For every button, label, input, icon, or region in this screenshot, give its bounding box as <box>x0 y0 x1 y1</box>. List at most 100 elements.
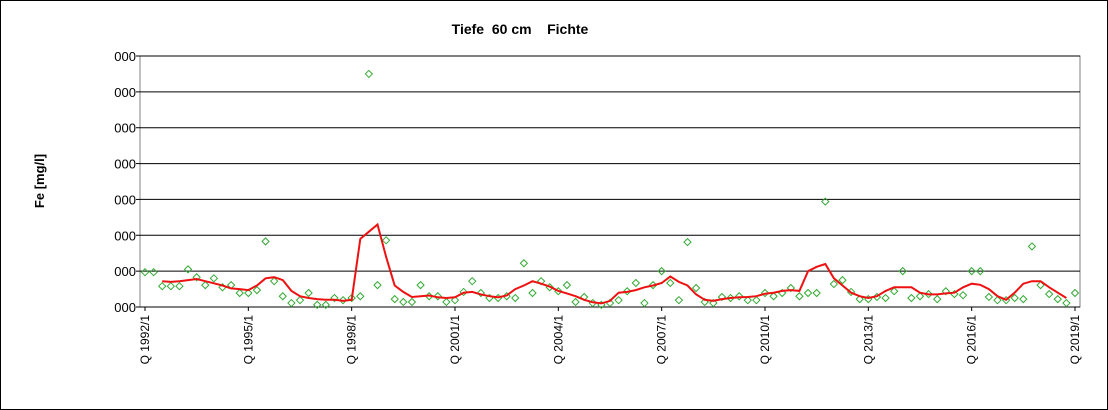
data-point <box>734 292 744 301</box>
data-point <box>287 298 296 308</box>
data-point <box>915 292 925 301</box>
y-tick-label: 000 <box>114 228 136 243</box>
data-point <box>829 279 839 289</box>
chart-title: Tiefe 60 cm Fichte <box>452 21 589 37</box>
y-tick-label: 000 <box>114 85 136 100</box>
data-point <box>976 266 985 276</box>
x-tick-label: Q 1998/1 <box>345 315 359 365</box>
data-point <box>760 288 770 298</box>
data-point <box>907 293 916 303</box>
x-tick-label: Q 2004/1 <box>551 315 565 365</box>
data-point <box>192 273 201 282</box>
data-point <box>209 274 219 283</box>
data-point <box>838 275 847 285</box>
data-point <box>614 295 623 305</box>
data-point <box>149 268 158 277</box>
data-point <box>855 294 864 304</box>
x-tick-label: Q 2007/1 <box>655 315 669 365</box>
data-point <box>967 266 976 276</box>
data-point <box>166 281 176 291</box>
data-point <box>390 294 399 304</box>
data-point <box>812 288 821 298</box>
data-point <box>881 293 890 303</box>
data-point <box>140 268 150 277</box>
data-point <box>313 300 322 310</box>
data-point <box>244 288 253 298</box>
data-point <box>433 292 442 301</box>
x-tick-label: Q 2010/1 <box>758 315 772 365</box>
series-line <box>162 222 1067 305</box>
x-tick-label: Q 1995/1 <box>241 315 255 365</box>
data-point <box>304 288 313 298</box>
data-point <box>175 281 184 291</box>
data-point <box>373 280 382 290</box>
data-point <box>1019 294 1028 304</box>
data-point <box>261 237 270 246</box>
data-point <box>683 237 692 247</box>
data-point <box>407 297 417 307</box>
data-point <box>941 287 951 296</box>
data-point <box>993 295 1002 305</box>
data-point <box>571 297 580 307</box>
data-point <box>399 297 408 307</box>
data-point <box>1044 289 1054 299</box>
x-tick-label: Q 2019/1 <box>1068 315 1082 365</box>
data-point <box>795 292 804 301</box>
y-tick-label: 000 <box>114 192 136 207</box>
data-point <box>468 276 477 286</box>
data-point <box>338 295 348 305</box>
data-point <box>623 287 632 296</box>
data-point <box>364 69 374 79</box>
data-point <box>743 295 752 305</box>
data-point <box>803 288 813 298</box>
data-point <box>511 293 520 303</box>
data-point <box>1053 294 1062 304</box>
y-tick-label: 000 <box>114 121 136 136</box>
data-point <box>356 292 365 301</box>
data-point <box>459 287 468 297</box>
plot-area <box>139 55 1081 308</box>
data-point <box>476 288 486 298</box>
x-tick-label: Q 1992/1 <box>138 315 152 365</box>
data-point <box>528 288 537 298</box>
x-tick-label: Q 2001/1 <box>448 315 462 365</box>
data-point <box>674 295 684 305</box>
data-point <box>183 265 193 274</box>
data-point <box>666 278 675 288</box>
data-point <box>1062 298 1071 308</box>
y-tick-label: 000 <box>114 157 136 172</box>
data-point <box>442 297 451 307</box>
data-point <box>769 292 778 301</box>
data-point <box>889 287 899 296</box>
data-point <box>958 290 968 300</box>
data-point <box>657 266 666 276</box>
data-point <box>235 288 244 298</box>
data-point <box>709 298 718 308</box>
data-point <box>752 295 761 305</box>
data-point <box>295 295 305 305</box>
data-point <box>519 259 529 268</box>
data-point <box>278 292 287 301</box>
y-tick-label: 000 <box>114 300 136 315</box>
data-point <box>898 266 907 276</box>
data-point <box>984 292 994 302</box>
x-tick-label: Q 2013/1 <box>861 315 875 365</box>
data-point <box>821 197 830 206</box>
data-point <box>786 283 796 293</box>
data-point <box>201 280 210 290</box>
y-tick-label: 000 <box>114 264 136 279</box>
data-point <box>252 285 262 295</box>
data-point <box>416 280 425 290</box>
data-point <box>450 295 460 305</box>
data-point <box>1027 242 1037 251</box>
y-tick-label: 000 <box>114 49 136 64</box>
data-point <box>1010 293 1019 303</box>
data-point <box>269 276 279 286</box>
data-point <box>330 293 339 303</box>
data-point <box>640 298 649 308</box>
data-point <box>691 283 701 293</box>
data-point <box>158 281 167 291</box>
data-point <box>1070 288 1080 298</box>
x-tick-label: Q 2016/1 <box>965 315 979 365</box>
